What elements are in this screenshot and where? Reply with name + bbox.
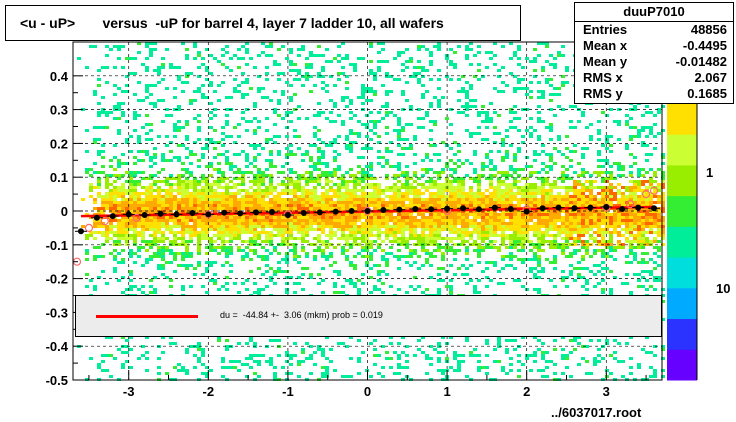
profile-point xyxy=(157,210,164,217)
profile-point xyxy=(396,206,403,213)
open-marker xyxy=(84,223,94,232)
profile-point xyxy=(221,209,228,216)
stats-label: Mean y xyxy=(583,54,628,69)
stats-row-rms-y: RMS y 0.1685 xyxy=(575,86,733,102)
profile-point xyxy=(141,212,148,219)
fit-legend-line xyxy=(96,315,198,318)
palette-swatch xyxy=(667,195,697,227)
profile-point xyxy=(635,204,642,211)
y-tick-label: -0.4 xyxy=(46,339,69,354)
axes: -3 -2 -1 0 1 2 3 -0.5 -0.4 -0.3 -0.2 -0.1 0 0.1 0.2 0.3… xyxy=(46,41,663,399)
x-tick-label: 1 xyxy=(443,384,450,399)
y-tick-label: 0.1 xyxy=(50,170,68,185)
profile-point xyxy=(444,205,451,212)
profile-point xyxy=(507,205,514,212)
x-tick-label: -3 xyxy=(123,384,135,399)
open-marker xyxy=(132,213,141,222)
profile-point xyxy=(268,209,275,216)
stats-label: Mean x xyxy=(583,38,628,53)
palette-swatch xyxy=(667,164,697,197)
y-tick-label: -0.1 xyxy=(46,238,68,253)
y-tick-label: 0.3 xyxy=(50,103,68,118)
profile-point xyxy=(428,206,435,213)
z-label: 1 xyxy=(706,165,713,180)
open-marker xyxy=(649,186,659,195)
x-tick-label: -1 xyxy=(282,384,294,399)
stats-value: 48856 xyxy=(690,22,727,37)
y-tick-label: -0.5 xyxy=(46,373,68,388)
profile-point xyxy=(300,210,307,217)
stats-name: duuP7010 xyxy=(575,3,733,22)
plot-title: <u - uP> versus -uP for barrel 4, layer … xyxy=(5,5,521,41)
profile-point xyxy=(364,208,371,214)
stats-row-rms-x: RMS x 2.067 xyxy=(575,70,733,86)
x-tick-label: 3 xyxy=(603,384,610,399)
profile-point xyxy=(332,208,339,215)
profile-point xyxy=(189,210,196,217)
palette-swatch xyxy=(667,287,697,320)
profile-point xyxy=(587,204,594,211)
stats-row-entries: Entries 48856 xyxy=(575,22,733,38)
open-marker xyxy=(641,190,651,199)
stats-value: -0.4495 xyxy=(682,38,727,53)
stats-value: 0.1685 xyxy=(687,86,727,101)
palette-swatch xyxy=(667,349,697,381)
palette-swatch xyxy=(667,226,697,258)
profile-point xyxy=(93,214,100,221)
profile-point xyxy=(77,228,84,235)
y-tick-label: 0.4 xyxy=(50,69,69,84)
stats-box: duuP7010 Entries 48856 Mean x -0.4495 Me… xyxy=(574,2,734,104)
open-marker xyxy=(626,200,635,209)
profile-point xyxy=(205,211,212,218)
stats-row-mean-x: Mean x -0.4495 xyxy=(575,38,733,54)
x-tick-label: -2 xyxy=(203,384,215,399)
stats-label: RMS x xyxy=(583,70,623,85)
profile-point xyxy=(555,204,562,211)
palette-swatch xyxy=(667,103,697,135)
profile-point xyxy=(284,212,291,219)
stats-label: Entries xyxy=(583,22,628,37)
profile-point xyxy=(173,211,180,218)
profile-point xyxy=(539,205,546,212)
stats-value: 2.067 xyxy=(694,70,727,85)
profile-point xyxy=(380,206,387,213)
profile-point xyxy=(412,205,419,212)
profile-point xyxy=(475,206,482,213)
stats-row-mean-y: Mean y -0.01482 xyxy=(575,54,733,70)
y-tick-label: 0 xyxy=(61,204,68,219)
stats-value: -0.01482 xyxy=(675,54,727,69)
profile-point xyxy=(619,205,626,212)
profile-point xyxy=(237,210,244,217)
x-tick-label: 2 xyxy=(523,384,530,399)
fit-legend-text: du = -44.84 +- 3.06 (mkm) prob = 0.019 xyxy=(220,310,383,320)
profile-point xyxy=(523,208,530,215)
fit-legend-box: du = -44.84 +- 3.06 (mkm) prob = 0.019 xyxy=(75,295,662,337)
open-marker xyxy=(100,217,109,226)
y-tick-label: -0.3 xyxy=(46,305,68,320)
profile-point xyxy=(253,209,260,216)
profile-point xyxy=(603,203,610,210)
y-tick-label: -0.2 xyxy=(46,272,68,287)
palette-swatch xyxy=(667,318,697,350)
profile-point xyxy=(348,208,355,214)
profile-point xyxy=(125,211,132,218)
profile-point xyxy=(109,213,116,220)
profile-point xyxy=(651,205,658,212)
palette-swatch xyxy=(667,134,697,166)
profile-point xyxy=(491,204,498,211)
y-tick-label: 0.2 xyxy=(50,136,68,151)
file-label: ../6037017.root xyxy=(551,405,642,420)
x-tick-label: 0 xyxy=(364,384,371,399)
profile-point xyxy=(460,205,467,212)
z-label: 10 xyxy=(716,281,730,296)
palette-swatch xyxy=(667,257,697,289)
stats-label: RMS y xyxy=(583,86,623,101)
profile-point xyxy=(571,205,578,212)
profile-point xyxy=(316,209,323,216)
